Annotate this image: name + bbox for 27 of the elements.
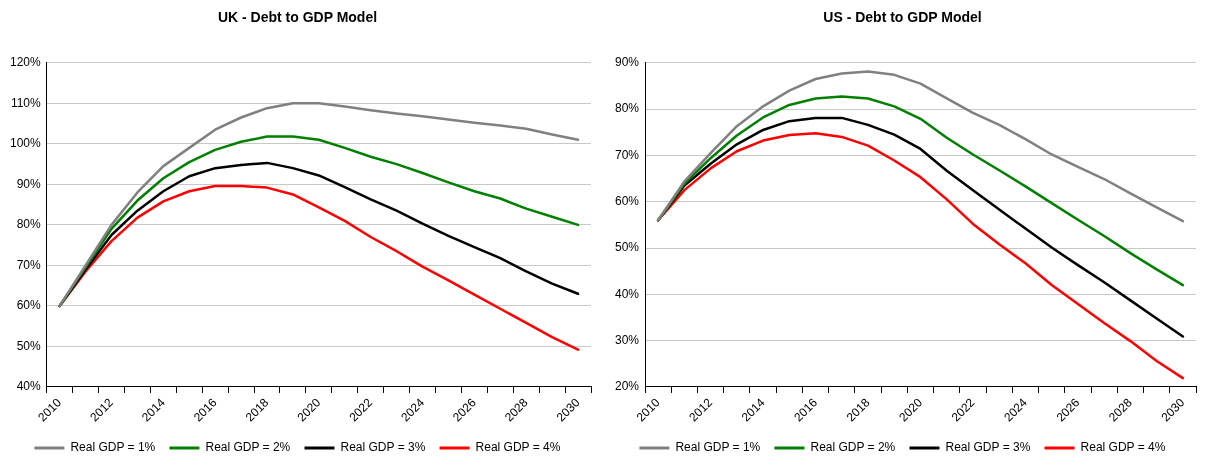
y-tick-label: 90% [614,55,640,70]
y-tick-label: 70% [614,147,640,162]
y-tick-label: 30% [614,332,640,347]
legend-label: Real GDP = 4% [475,440,561,455]
y-tick-label: 90% [16,176,42,191]
y-tick-label: 50% [614,240,640,255]
legend-label: Real GDP = 3% [945,440,1031,455]
chart-title: UK - Debt to GDP Model [217,9,378,26]
legend-label: Real GDP = 1% [675,440,761,455]
legend-label: Real GDP = 2% [810,440,896,455]
y-tick-label: 20% [614,379,640,394]
y-tick-label: 80% [16,217,42,232]
y-tick-label: 80% [614,101,640,116]
y-tick-label: 70% [16,257,42,272]
y-tick-label: 100% [9,136,42,151]
legend-label: Real GDP = 2% [205,440,291,455]
legend-label: Real GDP = 4% [1080,440,1166,455]
chart-title: US - Debt to GDP Model [823,9,982,26]
y-tick-label: 120% [9,55,42,70]
y-tick-label: 40% [16,379,42,394]
legend-label: Real GDP = 1% [70,440,156,455]
y-tick-label: 110% [10,95,42,110]
y-tick-label: 50% [16,338,42,353]
y-tick-label: 60% [614,194,640,209]
y-tick-label: 40% [614,286,640,301]
legend-label: Real GDP = 3% [340,440,426,455]
y-tick-label: 60% [16,298,42,313]
